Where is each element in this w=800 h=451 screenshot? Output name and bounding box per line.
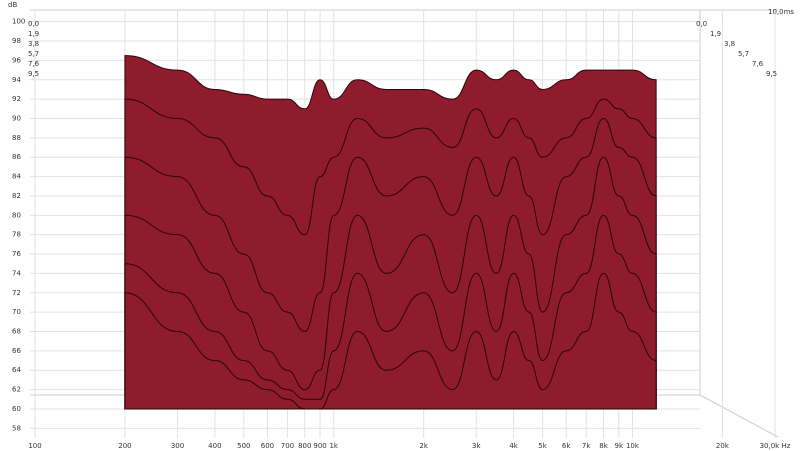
time-label: 5,7 [738, 50, 749, 58]
x-tick-label: 900 [313, 442, 326, 450]
time-label: 0,0 [696, 20, 707, 28]
x-tick-label: 7k [582, 442, 591, 450]
y-tick-label: 62 [12, 386, 21, 394]
y-tick-label: 92 [12, 95, 21, 103]
time-label: 3,8 [724, 40, 735, 48]
y-axis-label: dB [8, 1, 17, 9]
x-tick-label: 500 [237, 442, 250, 450]
x-tick-label: 5k [538, 442, 547, 450]
x-tick-label: 100 [28, 442, 41, 450]
time-label: 7,6 [28, 60, 40, 68]
y-tick-label: 82 [12, 192, 21, 200]
y-tick-label: 58 [12, 424, 21, 432]
y-tick-label: 100 [12, 18, 25, 26]
time-label: 1,9 [28, 30, 39, 38]
y-tick-label: 90 [12, 115, 21, 123]
y-tick-label: 72 [12, 289, 21, 297]
y-tick-label: 74 [12, 269, 21, 277]
x-tick-label: 9k [615, 442, 624, 450]
x-tick-label: 10k [626, 442, 640, 450]
y-tick-label: 68 [12, 328, 21, 336]
x-tick-label: 4k [509, 442, 518, 450]
x-tick-label: 20k [716, 442, 730, 450]
y-tick-label: 80 [12, 211, 21, 219]
depth-end-label: 10,0ms [768, 8, 794, 16]
x-tick-label: 700 [281, 442, 294, 450]
y-tick-label: 66 [12, 347, 21, 355]
x-tick-label: 2k [419, 442, 428, 450]
x-tick-label: 8k [599, 442, 608, 450]
time-label: 0,0 [28, 20, 39, 28]
y-tick-label: 64 [12, 366, 21, 374]
x-tick-label: 1k [329, 442, 338, 450]
x-tick-label: 200 [118, 442, 131, 450]
y-tick-label: 88 [12, 134, 21, 142]
y-tick-label: 76 [12, 250, 21, 258]
x-tick-label: 6k [562, 442, 571, 450]
y-tick-label: 96 [12, 56, 21, 64]
time-label: 7,6 [752, 60, 764, 68]
y-tick-label: 94 [12, 76, 21, 84]
y-tick-label: 78 [12, 231, 21, 239]
time-label: 5,7 [28, 50, 39, 58]
y-tick-label: 86 [12, 153, 21, 161]
time-label: 3,8 [28, 40, 39, 48]
x-tick-label: 800 [298, 442, 311, 450]
time-label: 9,5 [766, 70, 777, 78]
y-tick-label: 60 [12, 405, 21, 413]
time-label: 1,9 [710, 30, 721, 38]
y-tick-label: 84 [12, 173, 21, 181]
waterfall-slice [124, 272, 657, 410]
x-tick-label: 30,0k Hz [760, 442, 791, 450]
x-tick-label: 600 [261, 442, 274, 450]
y-tick-label: 98 [12, 37, 21, 45]
x-tick-label: 3k [472, 442, 481, 450]
y-tick-label: 70 [12, 308, 21, 316]
x-tick-label: 400 [208, 442, 221, 450]
time-label: 9,5 [28, 70, 39, 78]
x-tick-label: 300 [171, 442, 184, 450]
